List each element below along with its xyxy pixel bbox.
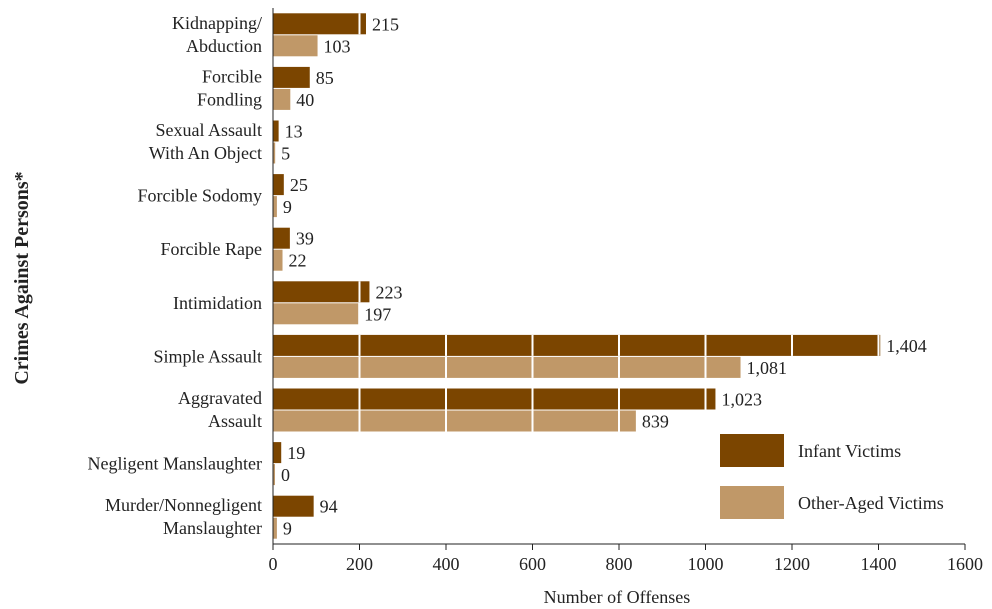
bar-infant [273, 66, 310, 88]
x-axis: 0 200 400 600 800 1000 1200 1400 1600 [269, 8, 983, 574]
x-axis-title: Number of Offenses [544, 587, 691, 607]
bar-infant [273, 13, 366, 35]
category-label: Forcible Sodomy [138, 186, 263, 206]
legend-swatch [720, 434, 784, 467]
bar-infant [273, 334, 881, 356]
bar-other-aged [273, 464, 275, 486]
bar-infant [273, 388, 716, 410]
x-tick-label: 1600 [947, 554, 983, 574]
category-label: Kidnapping/ [172, 13, 262, 33]
bar-other-aged [273, 35, 318, 57]
value-label: 94 [320, 497, 338, 517]
y-axis-title: Crimes Against Persons* [11, 171, 33, 384]
bar-infant [273, 174, 284, 196]
bar-other-aged [273, 88, 291, 110]
x-tick-label: 1200 [774, 554, 810, 574]
value-label: 39 [296, 229, 314, 249]
x-tick-label: 400 [433, 554, 460, 574]
value-label: 223 [375, 282, 402, 302]
bar-other-aged [273, 142, 276, 164]
value-label: 197 [364, 304, 391, 324]
bar-infant [273, 281, 370, 303]
x-tick-label: 1000 [688, 554, 724, 574]
bar-other-aged [273, 249, 283, 271]
legend: Infant Victims Other-Aged Victims [720, 434, 944, 519]
value-label: 9 [283, 519, 292, 539]
value-label: 1,081 [747, 358, 788, 378]
value-label: 5 [281, 144, 290, 164]
category-label: Fondling [197, 89, 262, 109]
category-label: Manslaughter [163, 518, 262, 538]
bar-infant [273, 442, 282, 464]
category-label: Sexual Assault [156, 120, 263, 140]
category-label: Aggravated [178, 388, 262, 408]
value-label: 22 [289, 251, 307, 271]
legend-label: Other-Aged Victims [798, 493, 944, 513]
bar-infant [273, 495, 314, 517]
bar-other-aged [273, 303, 359, 325]
value-label: 0 [281, 465, 290, 485]
value-label: 1,023 [721, 390, 762, 410]
bar-other-aged [273, 410, 636, 432]
x-tick-label: 200 [346, 554, 373, 574]
value-label: 19 [287, 443, 305, 463]
category-label: Simple Assault [153, 346, 262, 366]
category-label: Negligent Manslaughter [88, 454, 262, 474]
value-label: 1,404 [886, 336, 927, 356]
bars-group: 215103854013525939222231971,4041,0811,02… [273, 13, 927, 539]
bar-other-aged [273, 517, 277, 539]
value-label: 40 [296, 90, 314, 110]
x-tick-label: 0 [269, 554, 278, 574]
category-label: With An Object [149, 143, 262, 163]
category-label: Assault [208, 411, 262, 431]
bar-other-aged [273, 356, 741, 378]
bar-infant [273, 120, 279, 142]
x-tick-label: 1400 [861, 554, 897, 574]
value-label: 9 [283, 197, 292, 217]
legend-swatch [720, 486, 784, 519]
bar-other-aged [273, 196, 277, 218]
x-tick-label: 800 [606, 554, 633, 574]
category-label: Intimidation [173, 293, 262, 313]
value-label: 215 [372, 14, 399, 34]
category-label: Murder/Nonnegligent [105, 495, 262, 515]
category-label: Forcible [202, 66, 262, 86]
value-label: 25 [290, 175, 308, 195]
category-label: Forcible Rape [161, 239, 262, 259]
value-label: 13 [285, 122, 303, 142]
bar-infant [273, 227, 290, 249]
category-labels: Kidnapping/Abduction Forcible Fondling Sexu… [88, 13, 262, 538]
category-label: Abduction [186, 36, 262, 56]
value-label: 839 [642, 412, 669, 432]
x-tick-label: 600 [519, 554, 546, 574]
value-label: 85 [316, 68, 334, 88]
legend-label: Infant Victims [798, 441, 901, 461]
value-label: 103 [324, 36, 351, 56]
